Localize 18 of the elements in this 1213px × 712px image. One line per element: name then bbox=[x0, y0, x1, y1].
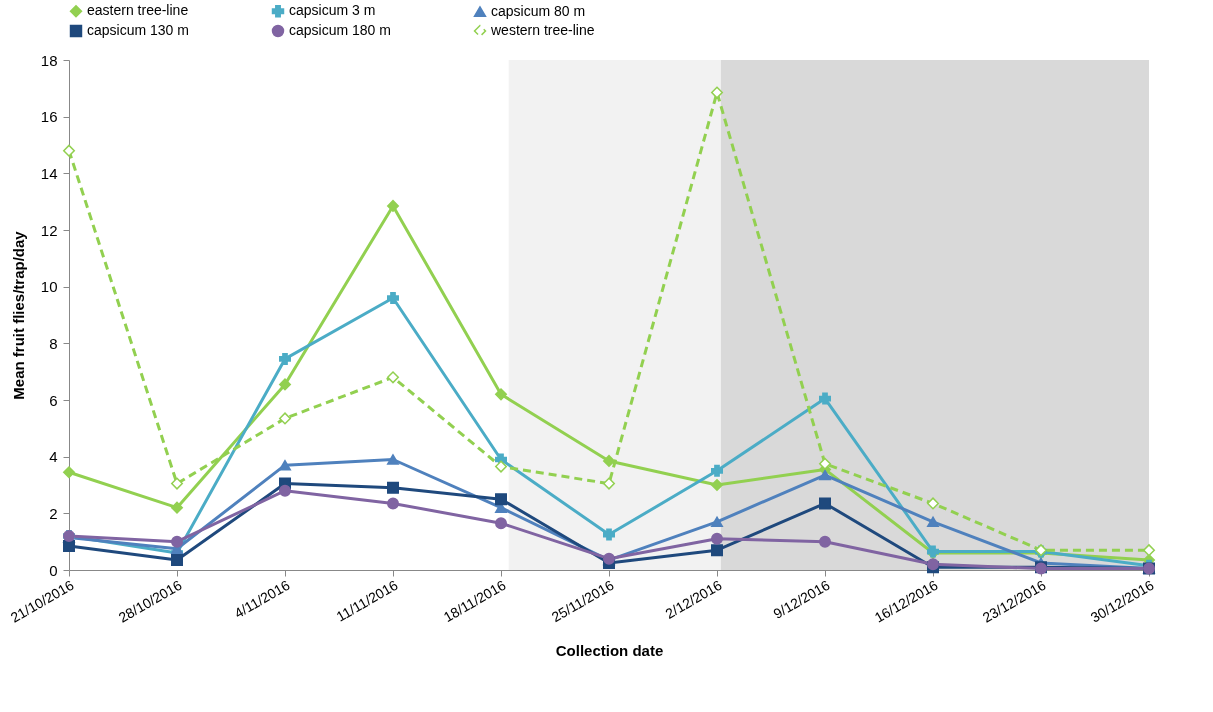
legend-label: capsicum 180 m bbox=[289, 22, 391, 38]
y-tick-label: 6 bbox=[49, 391, 58, 409]
y-tick-label: 0 bbox=[49, 561, 58, 579]
y-tick-label: 2 bbox=[49, 504, 58, 522]
y-tick-label: 8 bbox=[49, 334, 58, 352]
y-axis-title: Mean fruit flies/trap/day bbox=[9, 230, 27, 400]
y-tick-label: 10 bbox=[40, 278, 58, 296]
x-axis-title: Collection date bbox=[555, 641, 664, 659]
legend-label: western tree-line bbox=[490, 22, 595, 38]
y-tick-label: 16 bbox=[40, 108, 58, 126]
legend-label: capsicum 80 m bbox=[491, 2, 586, 19]
y-tick-label: 4 bbox=[49, 448, 58, 466]
legend-label: capsicum 3 m bbox=[289, 2, 376, 19]
y-tick-label: 14 bbox=[40, 164, 58, 182]
legend-label: eastern tree-line bbox=[87, 2, 189, 19]
y-tick-label: 18 bbox=[40, 51, 58, 69]
legend-label: capsicum 130 m bbox=[87, 22, 189, 38]
y-tick-label: 12 bbox=[40, 221, 58, 239]
